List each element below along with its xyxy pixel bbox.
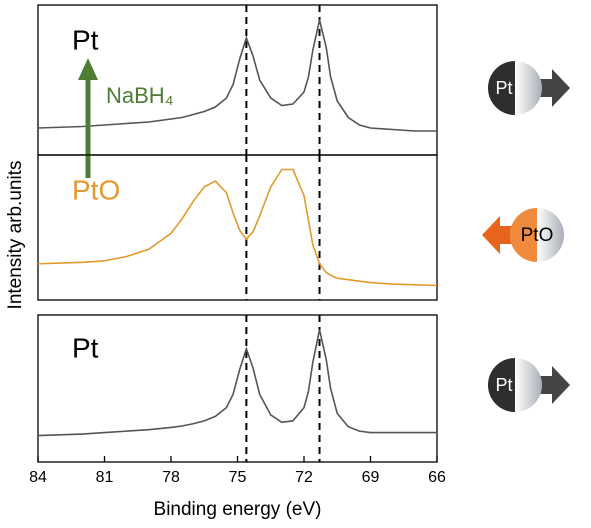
arrow-icon [538,366,570,404]
arrow-icon [538,69,570,107]
x-axis-label: Binding energy (eV) [154,499,322,520]
spectrum-line [37,168,438,287]
x-tick-label: 66 [428,469,446,486]
arrow-icon [482,216,514,254]
badge-half [488,61,515,115]
panel-label: Pt [72,332,99,363]
badge-half [488,358,515,412]
x-tick-label: 69 [362,469,380,486]
badge-label: Pt [495,375,512,395]
badge-label: PtO [521,225,554,246]
plot-frame [37,154,438,301]
x-tick-label: 78 [162,469,180,486]
x-tick-label: 84 [29,469,47,486]
x-tick-label: 75 [229,469,247,486]
annotation-arrowhead [78,58,98,80]
spectrum-line [37,329,437,437]
badge-half [510,208,537,262]
panel-label: PtO [72,174,120,205]
spectrum-line [37,19,437,132]
x-tick-label: 72 [295,469,313,486]
badge-label: Pt [495,78,512,98]
annotation-text: NaBH₄ [106,83,174,108]
x-tick-label: 81 [96,469,114,486]
y-axis-label: Intensity arb.units [5,161,26,310]
panel-label: Pt [72,24,99,55]
